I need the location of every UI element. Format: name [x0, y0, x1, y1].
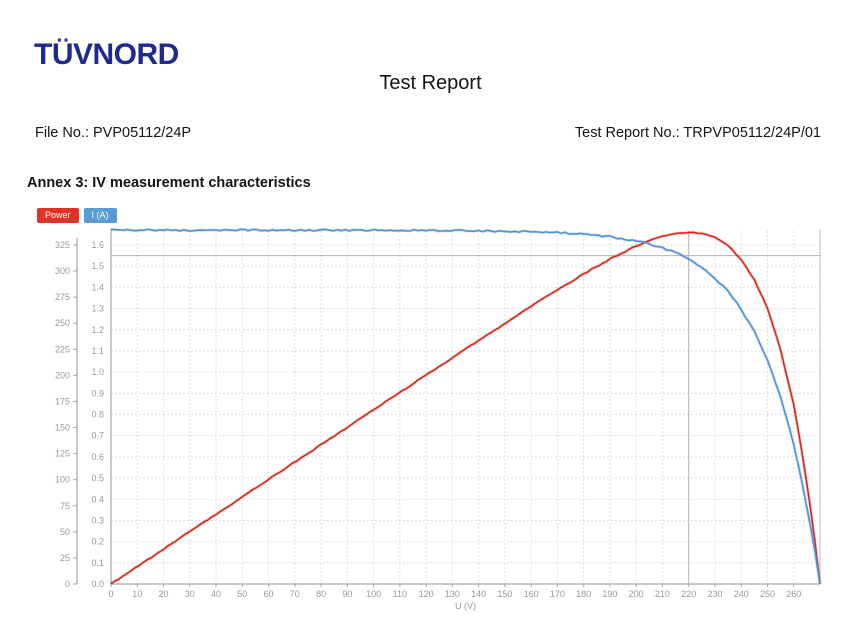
- tick-label: 60: [264, 589, 274, 599]
- tick-label: 160: [524, 589, 539, 599]
- tick-label: 1.6: [91, 240, 104, 250]
- tick-label: 30: [185, 589, 195, 599]
- tick-label: 1.4: [91, 282, 104, 292]
- tick-label: 1.0: [91, 367, 104, 377]
- tick-label: 230: [707, 589, 722, 599]
- tick-label: 80: [316, 589, 326, 599]
- tick-label: 210: [655, 589, 670, 599]
- tick-label: 10: [132, 589, 142, 599]
- tick-label: 250: [760, 589, 775, 599]
- logo-text-nord: NORD: [92, 38, 180, 71]
- power-curve: [110, 231, 821, 585]
- tick-label: 260: [786, 589, 801, 599]
- tick-label: 75: [60, 501, 70, 511]
- tick-label: 180: [576, 589, 591, 599]
- tick-label: 275: [55, 292, 70, 302]
- mpp-crosshair: [111, 231, 820, 584]
- tick-label: 300: [55, 266, 70, 276]
- annex-heading: Annex 3: IV measurement characteristics: [27, 175, 311, 191]
- tick-label: 150: [497, 589, 512, 599]
- tick-label: 70: [290, 589, 300, 599]
- current-curve-halo: [110, 227, 822, 585]
- tick-label: 0.8: [91, 410, 104, 420]
- legend-power-badge: Power: [37, 208, 79, 223]
- page-title: Test Report: [379, 72, 482, 94]
- file-number: File No.: PVP05112/24P: [35, 125, 192, 141]
- tick-label: 100: [55, 475, 70, 485]
- chart-legend: Power I (A): [37, 208, 117, 223]
- tick-label: 0.1: [91, 558, 104, 568]
- legend-current-badge: I (A): [83, 208, 117, 223]
- test-report-number: Test Report No.: TRPVP05112/24P/01: [574, 125, 821, 141]
- grid-lines: [111, 231, 820, 584]
- tick-label: 1.3: [91, 304, 104, 314]
- tick-label: 175: [55, 396, 70, 406]
- tick-label: 190: [602, 589, 617, 599]
- tick-label: 1.5: [91, 261, 104, 271]
- tick-label: 90: [342, 589, 352, 599]
- tick-label: 0.7: [91, 431, 104, 441]
- tick-label: 240: [734, 589, 749, 599]
- tick-label: 100: [366, 589, 381, 599]
- logo-text-tuv: TÜV: [34, 38, 93, 71]
- tick-label: 25: [60, 553, 70, 563]
- tick-label: 0.9: [91, 388, 104, 398]
- tick-label: 50: [237, 589, 247, 599]
- tick-label: 40: [211, 589, 221, 599]
- tick-label: 0.0: [91, 579, 104, 589]
- tick-label: 50: [60, 527, 70, 537]
- tick-label: 120: [419, 589, 434, 599]
- axes: [76, 229, 821, 585]
- power-curve-halo: [110, 230, 822, 585]
- tick-label: 1.1: [91, 346, 104, 356]
- tick-label: 140: [471, 589, 486, 599]
- tick-label: 150: [55, 423, 70, 433]
- tick-label: 0.5: [91, 473, 104, 483]
- x-axis-labels: 0 10 20 30 40 50 60 70 80 90 100 110 120 130 140 150 160…: [108, 584, 801, 611]
- tick-label: 0: [65, 579, 70, 589]
- tick-label: 220: [681, 589, 696, 599]
- current-curve: [110, 228, 821, 585]
- tick-label: 170: [550, 589, 565, 599]
- tick-label: 110: [393, 589, 407, 599]
- current-axis-labels: 0.0 0.1 0.2 0.3 0.4 0.5 0.6 0.7 0.8 0.9 1.0 1.1 1.2 1…: [91, 240, 104, 589]
- tick-label: 130: [445, 589, 460, 599]
- tick-label: 0.6: [91, 452, 104, 462]
- tick-label: 1.2: [91, 325, 104, 335]
- tick-label: 200: [55, 370, 70, 380]
- x-axis-title: U (V): [455, 601, 476, 611]
- tick-label: 0.4: [91, 494, 104, 504]
- tick-label: 200: [629, 589, 644, 599]
- tick-label: 225: [55, 344, 70, 354]
- tick-label: 325: [55, 240, 70, 250]
- tick-label: 250: [55, 318, 70, 328]
- power-axis-labels: 0 25 50 75 100 125 150 175 200 225 250 275 300 325: [55, 240, 77, 589]
- tick-label: 0.2: [91, 537, 104, 547]
- tuv-nord-logo: TÜVNORD: [34, 38, 179, 72]
- tick-label: 0: [108, 589, 113, 599]
- tick-label: 125: [55, 449, 70, 459]
- tick-label: 0.3: [91, 515, 104, 525]
- tick-label: 20: [159, 589, 169, 599]
